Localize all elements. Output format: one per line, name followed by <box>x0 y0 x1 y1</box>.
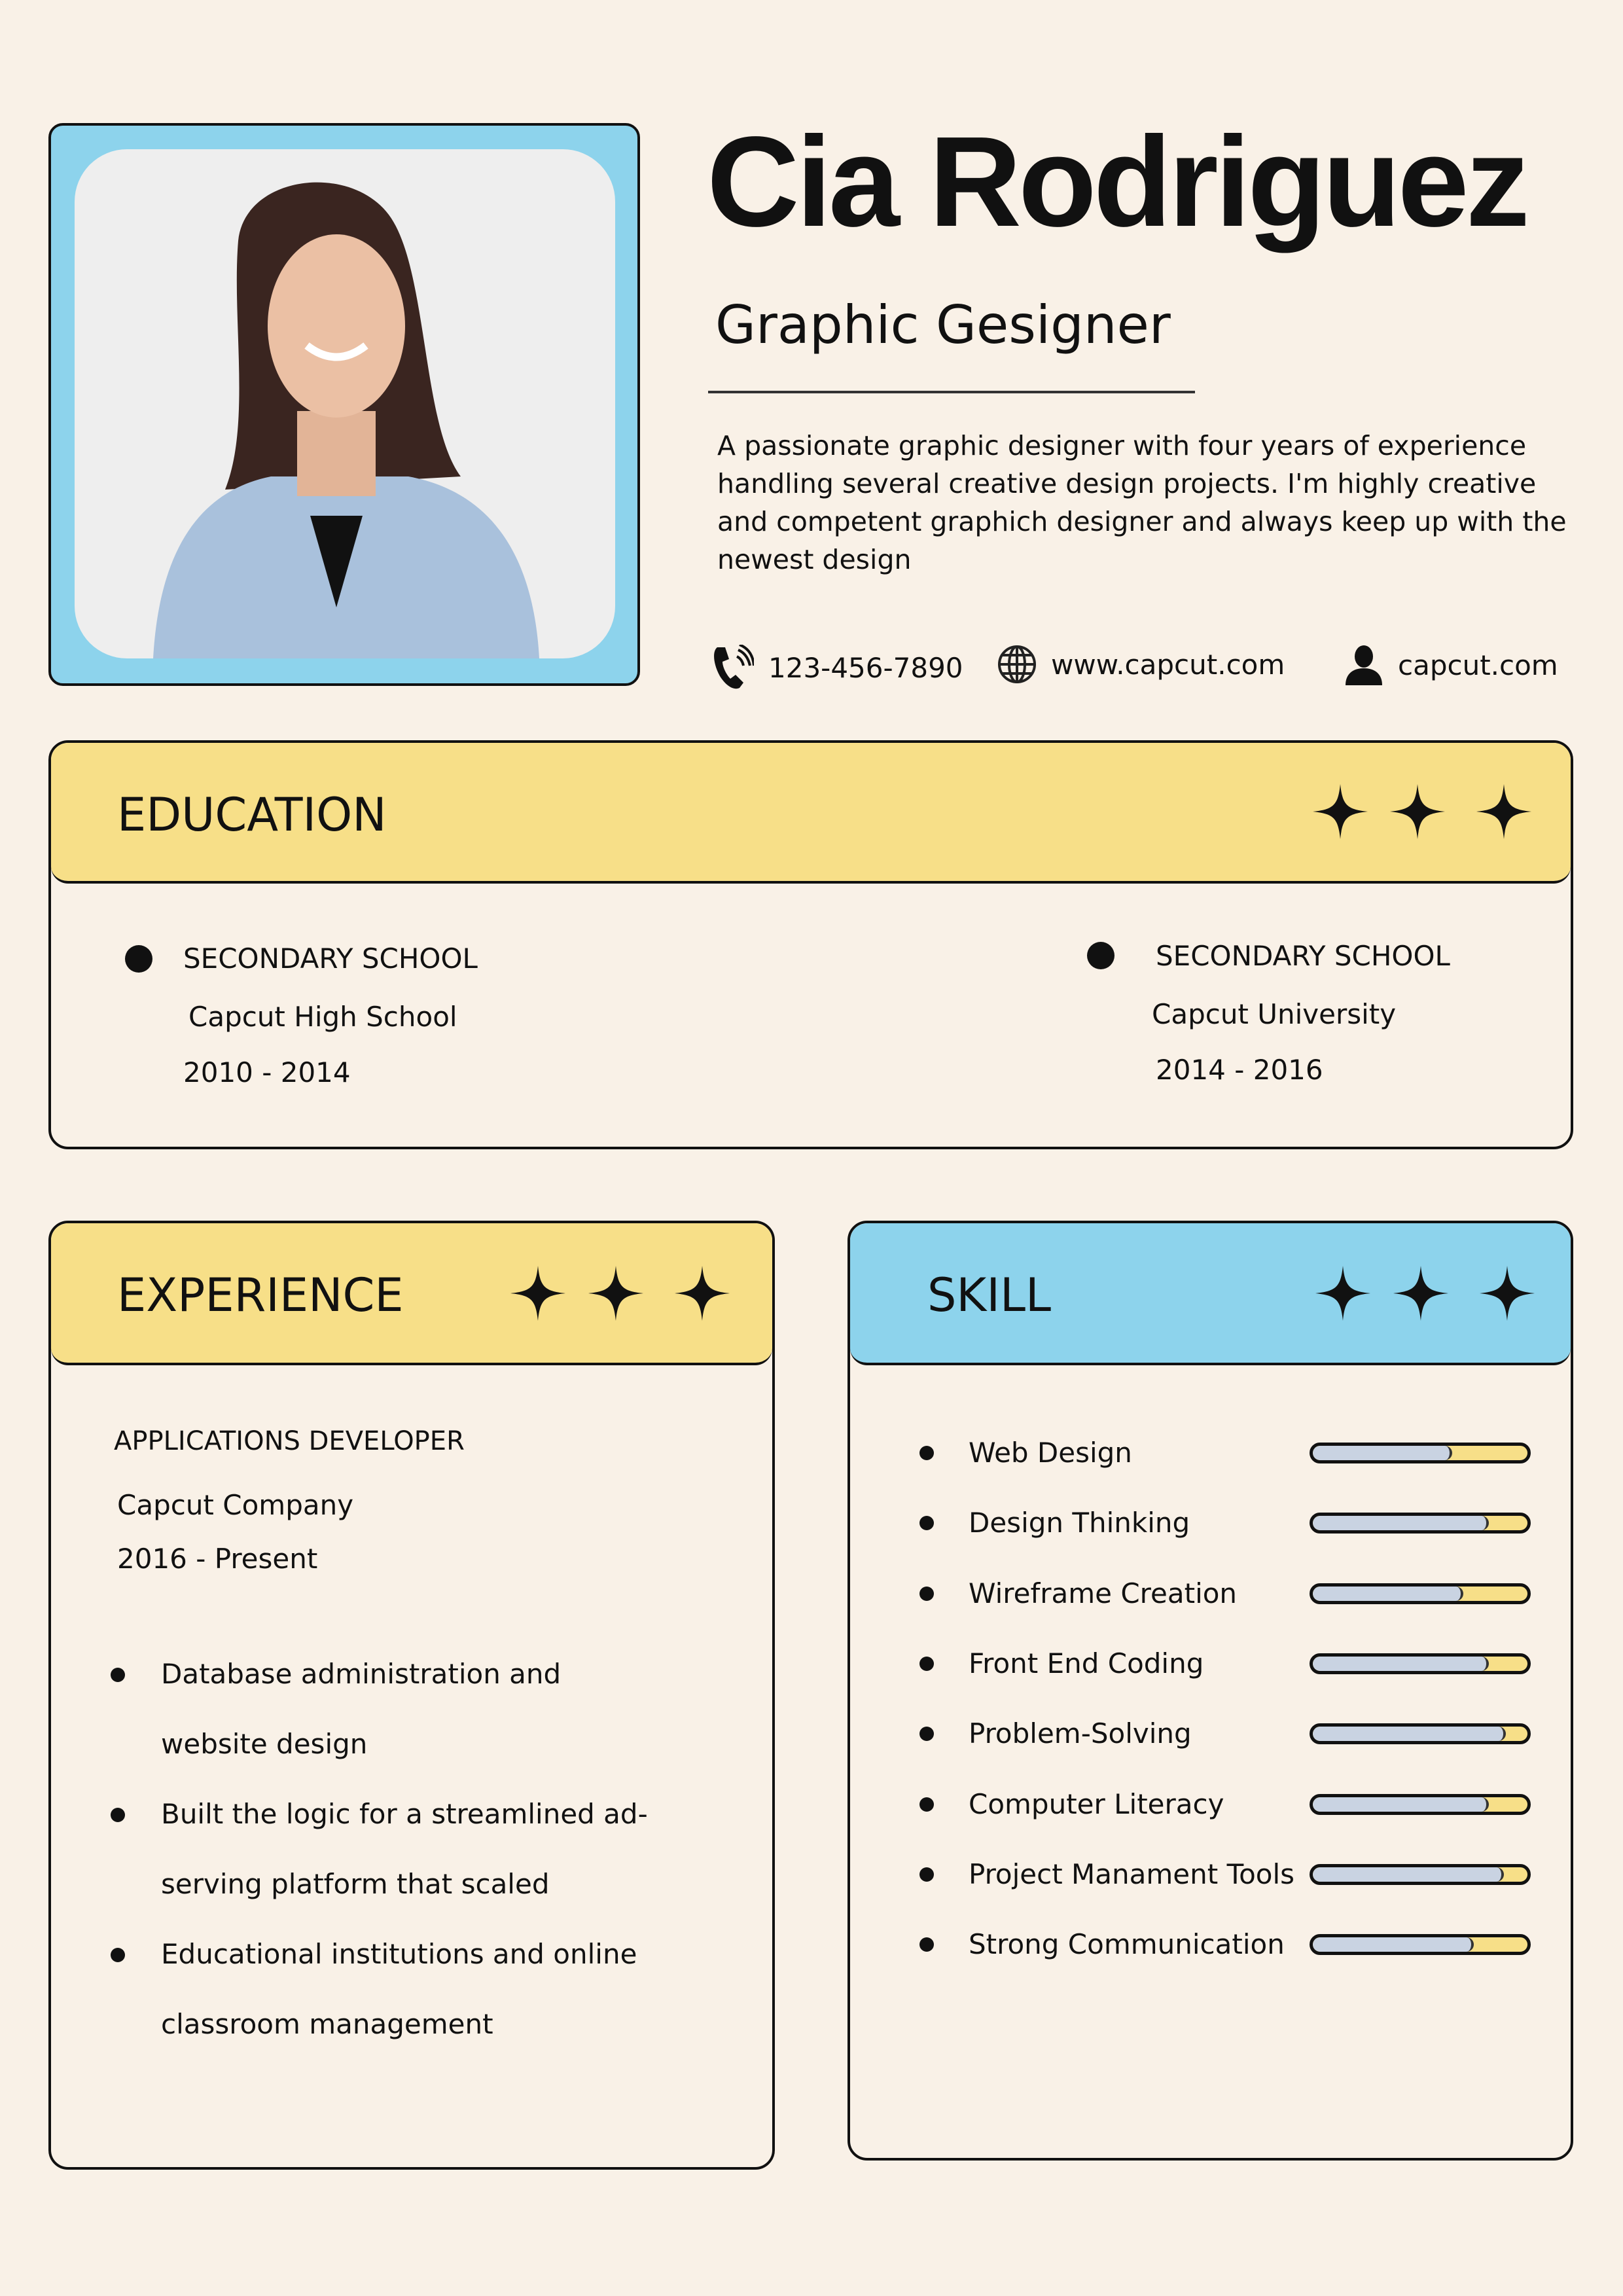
star-icon <box>675 1266 730 1321</box>
bio-text: A passionate graphic designer with four … <box>717 430 1567 575</box>
skill-header: SKILL <box>850 1223 1571 1365</box>
bullet-icon <box>1087 942 1115 969</box>
contact-profile[interactable]: capcut.com <box>1344 645 1558 685</box>
education-school: Capcut University <box>1152 998 1397 1030</box>
candidate-name: Cia Rodriguez <box>707 110 1530 253</box>
experience-role: APPLICATIONS DEVELOPER <box>114 1426 465 1456</box>
profile-photo <box>75 149 615 658</box>
education-level: SECONDARY SCHOOL <box>1156 940 1450 972</box>
skill-name: Strong Communication <box>969 1928 1285 1961</box>
star-icon <box>1313 784 1368 839</box>
skill-level-bar <box>1310 1443 1531 1463</box>
phone-text: 123-456-7890 <box>768 651 963 684</box>
profile-text: capcut.com <box>1398 649 1558 681</box>
skill-level-bar <box>1310 1934 1531 1956</box>
bullet-icon <box>919 1586 934 1601</box>
star-icon <box>1393 1266 1448 1321</box>
skill-level-bar <box>1310 1583 1531 1604</box>
skill-level-bar <box>1310 1653 1531 1674</box>
phone-icon <box>714 645 754 689</box>
skill-section: SKILL <box>847 1221 1573 2161</box>
experience-title: EXPERIENCE <box>117 1268 404 1322</box>
experience-bullet-line: website design <box>161 1728 368 1760</box>
education-years: 2014 - 2016 <box>1156 1054 1323 1086</box>
experience-years: 2016 - Present <box>117 1543 318 1575</box>
user-icon <box>1346 645 1382 685</box>
website-text: www.capcut.com <box>1051 648 1285 681</box>
bullet-icon <box>919 1727 934 1742</box>
skill-level-bar <box>1310 1793 1531 1815</box>
skill-name: Web Design <box>969 1437 1132 1469</box>
bullet-icon <box>111 1948 125 1962</box>
education-section: EDUCATION <box>48 740 1573 1149</box>
education-level: SECONDARY SCHOOL <box>183 942 478 975</box>
skill-name: Design Thinking <box>969 1507 1190 1539</box>
bullet-icon <box>919 1797 934 1812</box>
education-school: Capcut High School <box>188 1001 457 1033</box>
star-icon <box>1315 1266 1370 1321</box>
skill-level-fill <box>1313 1516 1489 1531</box>
experience-company: Capcut Company <box>117 1489 354 1521</box>
experience-bullet-line: Educational institutions and online <box>161 1938 637 1970</box>
experience-bullet-line: serving platform that scaled <box>161 1868 550 1900</box>
skill-level-fill <box>1313 1727 1507 1742</box>
skill-level-fill <box>1313 1586 1463 1601</box>
star-icon <box>1480 1266 1535 1321</box>
skill-name: Problem-Solving <box>969 1717 1192 1750</box>
education-years: 2010 - 2014 <box>183 1056 351 1088</box>
bullet-icon <box>919 1446 934 1460</box>
skill-level-bar <box>1310 1723 1531 1745</box>
skill-name: Computer Literacy <box>969 1787 1224 1820</box>
contact-website[interactable]: www.capcut.com <box>997 645 1285 684</box>
star-icon <box>1390 784 1445 839</box>
skill-name: Front End Coding <box>969 1647 1204 1679</box>
skill-title: SKILL <box>927 1268 1051 1322</box>
experience-bullet-line: classroom management <box>161 2008 493 2040</box>
star-icon <box>510 1266 565 1321</box>
skill-level-bar <box>1310 1513 1531 1534</box>
bullet-icon <box>919 1656 934 1671</box>
skill-level-fill <box>1313 1656 1489 1671</box>
bullet-icon <box>111 1808 125 1822</box>
bullet-icon <box>125 945 152 973</box>
experience-header: EXPERIENCE <box>51 1223 772 1365</box>
skill-level-bar <box>1310 1863 1531 1885</box>
job-title: Graphic Gesigner <box>715 295 1171 355</box>
photo-frame <box>48 123 640 686</box>
bullet-icon <box>111 1668 125 1682</box>
skill-name: Wireframe Creation <box>969 1577 1238 1609</box>
skill-level-fill <box>1313 1446 1453 1460</box>
bullet-icon <box>919 1867 934 1882</box>
contact-phone[interactable]: 123-456-7890 <box>712 645 963 691</box>
education-header: EDUCATION <box>51 743 1571 884</box>
experience-section: EXPERIENCE <box>48 1221 775 2170</box>
experience-bullet-line: Database administration and <box>161 1658 562 1690</box>
bullet-icon <box>919 1516 934 1531</box>
education-title: EDUCATION <box>117 788 387 842</box>
bullet-icon <box>919 1937 934 1952</box>
skill-level-fill <box>1313 1937 1474 1952</box>
skill-name: Project Manament Tools <box>969 1857 1295 1890</box>
skill-level-fill <box>1313 1797 1489 1812</box>
experience-bullet-line: Built the logic for a streamlined ad- <box>161 1798 648 1830</box>
star-icon <box>1476 784 1531 839</box>
star-icon <box>588 1266 643 1321</box>
skill-level-fill <box>1313 1867 1504 1882</box>
globe-icon <box>998 645 1036 683</box>
title-divider <box>708 391 1195 393</box>
